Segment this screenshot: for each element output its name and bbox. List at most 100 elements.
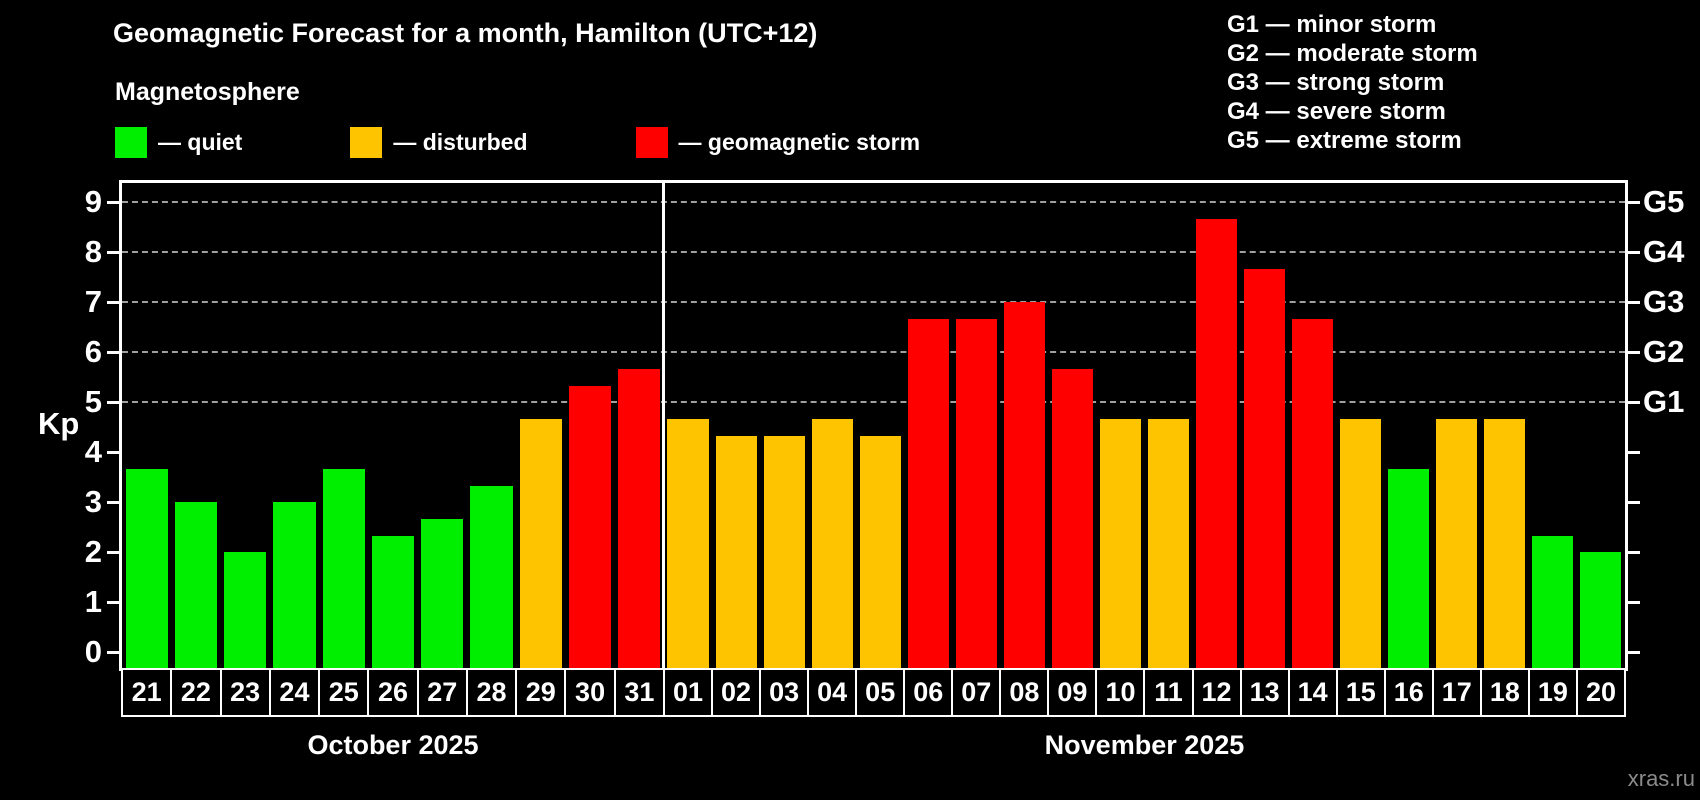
right-axis-label-g2: G2	[1643, 334, 1685, 369]
chart-subtitle: Magnetosphere	[115, 78, 300, 106]
storm-scale-g2: G2 — moderate storm	[1227, 40, 1478, 67]
storm-scale-legend: G1 — minor storm G2 — moderate storm G3 …	[1227, 10, 1478, 155]
kp-bar-day-08	[1003, 302, 1045, 668]
right-axis-label-g4: G4	[1643, 234, 1685, 269]
legend-label-quiet: — quiet	[158, 129, 243, 155]
y-tick-right-2	[1625, 550, 1640, 554]
kp-bar-day-27	[421, 518, 464, 668]
day-label-07: 07	[951, 668, 1002, 717]
kp-bar-day-06	[907, 318, 949, 668]
x-axis-day-labels: 21 22 23 24 25 26 27 28 29 30 31 01 02 03 04 05 06 07 08 09…	[121, 668, 1626, 717]
legend-item-quiet: — quiet	[115, 127, 242, 158]
y-tick-left-4	[107, 450, 122, 454]
legend-item-storm: — geomagnetic storm	[635, 127, 921, 158]
day-label-24: 24	[268, 668, 321, 717]
storm-scale-g3: G3 — strong storm	[1227, 69, 1445, 96]
day-label-04: 04	[807, 668, 858, 717]
y-tick-right-9	[1625, 200, 1640, 204]
y-tick-right-3	[1625, 500, 1640, 504]
kp-bar-day-17	[1436, 418, 1478, 668]
day-label-01: 01	[662, 668, 714, 717]
day-label-23: 23	[219, 668, 271, 717]
gridline-kp6	[122, 351, 1625, 353]
legend-label-storm: — geomagnetic storm	[678, 129, 921, 155]
day-label-19: 19	[1527, 668, 1578, 717]
kp-bar-day-09	[1051, 368, 1093, 668]
kp-bar-day-28	[470, 485, 513, 668]
month-separator	[662, 183, 666, 668]
watermark: xras.ru	[1627, 766, 1695, 791]
kp-bar-day-24	[273, 502, 316, 668]
day-label-20: 20	[1575, 668, 1626, 717]
kp-bar-day-11	[1147, 418, 1190, 668]
y-tick-right-1	[1625, 600, 1640, 604]
kp-bar-day-18	[1484, 418, 1526, 668]
kp-bar-day-01	[667, 418, 709, 668]
gridline-kp9	[122, 201, 1625, 203]
day-label-15: 15	[1335, 668, 1386, 717]
y-tick-left-1	[107, 600, 122, 604]
day-label-18: 18	[1479, 668, 1530, 717]
kp-bar-day-13	[1244, 268, 1286, 668]
y-tick-left-5	[107, 400, 122, 404]
y-tick-right-7	[1625, 300, 1640, 304]
day-label-08: 08	[999, 668, 1050, 717]
y-tick-left-0	[107, 650, 122, 654]
day-label-16: 16	[1383, 668, 1434, 717]
legend-label-disturbed: — disturbed	[393, 129, 528, 155]
y-tick-left-7	[107, 300, 122, 304]
kp-bar-day-10	[1099, 418, 1141, 668]
y-tick-label-8: 8	[84, 234, 102, 269]
storm-scale-g5: G5 — extreme storm	[1227, 127, 1462, 154]
day-label-14: 14	[1287, 668, 1338, 717]
day-label-31: 31	[613, 668, 665, 717]
y-tick-right-8	[1625, 250, 1640, 254]
kp-bar-day-07	[955, 318, 997, 668]
storm-scale-g4: G4 — severe storm	[1227, 98, 1446, 125]
day-label-25: 25	[318, 668, 370, 717]
kp-bar-day-12	[1196, 218, 1238, 668]
y-tick-label-5: 5	[84, 384, 102, 419]
y-tick-left-6	[107, 350, 122, 354]
y-tick-label-2: 2	[84, 534, 102, 569]
kp-bar-day-29	[519, 418, 562, 668]
kp-bar-day-16	[1388, 468, 1430, 668]
kp-bar-day-22	[174, 502, 218, 668]
kp-bar-day-05	[859, 435, 901, 668]
y-tick-label-1: 1	[84, 584, 102, 619]
day-label-17: 17	[1431, 668, 1482, 717]
day-label-12: 12	[1191, 668, 1242, 717]
y-tick-right-6	[1625, 350, 1640, 354]
kp-bar-day-21	[125, 468, 168, 668]
kp-bar-day-03	[763, 435, 805, 668]
day-label-29: 29	[515, 668, 567, 717]
day-label-21: 21	[121, 668, 173, 717]
kp-bar-day-20	[1580, 552, 1622, 668]
gridline-kp7	[122, 301, 1625, 303]
disturbed-color-swatch	[350, 127, 383, 158]
gridline-kp5	[122, 401, 1625, 403]
right-axis-label-g5: G5	[1643, 184, 1685, 219]
storm-color-swatch	[635, 127, 668, 158]
storm-scale-g1: G1 — minor storm	[1227, 11, 1437, 38]
month-label-october-2025: October 2025	[307, 730, 479, 760]
day-label-27: 27	[416, 668, 468, 717]
plot-frame: 0 1 2 3 4 5 6 7 8 9 G1 G2 G3 G4 G5	[85, 180, 1684, 671]
kp-bar-day-15	[1340, 418, 1382, 668]
y-tick-left-8	[107, 250, 122, 254]
kp-bar-day-25	[322, 468, 365, 668]
day-label-30: 30	[564, 668, 616, 717]
day-label-11: 11	[1143, 668, 1194, 717]
day-label-28: 28	[465, 668, 518, 717]
day-label-09: 09	[1047, 668, 1098, 717]
kp-bar-day-30	[568, 385, 612, 668]
y-tick-label-9: 9	[84, 184, 102, 219]
y-tick-label-6: 6	[84, 334, 102, 369]
kp-state-legend: — quiet — disturbed — geomagnetic storm	[115, 127, 920, 158]
quiet-color-swatch	[115, 127, 147, 158]
kp-bar-day-31	[618, 368, 661, 668]
day-label-03: 03	[759, 668, 810, 717]
kp-bar-day-26	[371, 535, 415, 668]
right-axis-label-g3: G3	[1643, 284, 1685, 319]
